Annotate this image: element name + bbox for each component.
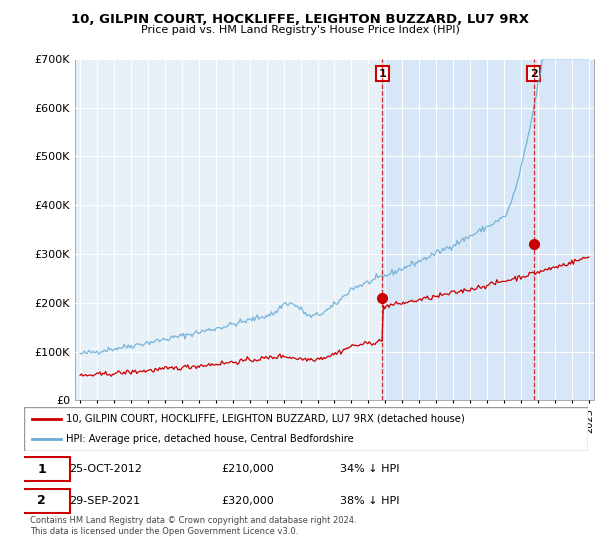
Text: 2: 2 bbox=[37, 494, 46, 507]
FancyBboxPatch shape bbox=[13, 457, 70, 482]
Text: 29-SEP-2021: 29-SEP-2021 bbox=[69, 496, 140, 506]
Bar bbox=[382, 59, 598, 400]
Text: 1: 1 bbox=[37, 463, 46, 476]
Text: 2: 2 bbox=[530, 68, 538, 78]
FancyBboxPatch shape bbox=[13, 488, 70, 513]
Text: 34% ↓ HPI: 34% ↓ HPI bbox=[340, 464, 400, 474]
Text: £320,000: £320,000 bbox=[221, 496, 274, 506]
Text: HPI: Average price, detached house, Central Bedfordshire: HPI: Average price, detached house, Cent… bbox=[66, 434, 354, 444]
Text: 10, GILPIN COURT, HOCKLIFFE, LEIGHTON BUZZARD, LU7 9RX (detached house): 10, GILPIN COURT, HOCKLIFFE, LEIGHTON BU… bbox=[66, 414, 465, 424]
Text: 1: 1 bbox=[379, 68, 386, 78]
Text: Price paid vs. HM Land Registry's House Price Index (HPI): Price paid vs. HM Land Registry's House … bbox=[140, 25, 460, 35]
Text: 38% ↓ HPI: 38% ↓ HPI bbox=[340, 496, 400, 506]
Text: 10, GILPIN COURT, HOCKLIFFE, LEIGHTON BUZZARD, LU7 9RX: 10, GILPIN COURT, HOCKLIFFE, LEIGHTON BU… bbox=[71, 13, 529, 26]
Text: £210,000: £210,000 bbox=[221, 464, 274, 474]
Text: Contains HM Land Registry data © Crown copyright and database right 2024.
This d: Contains HM Land Registry data © Crown c… bbox=[30, 516, 356, 536]
Text: 25-OCT-2012: 25-OCT-2012 bbox=[69, 464, 142, 474]
